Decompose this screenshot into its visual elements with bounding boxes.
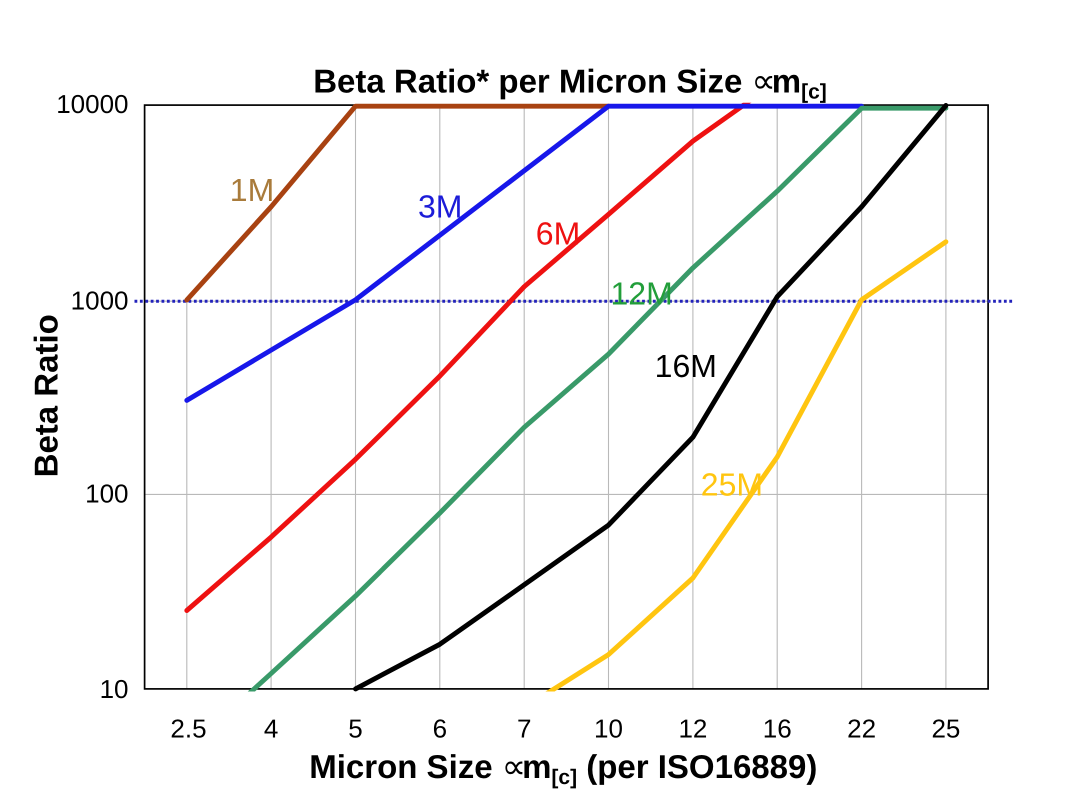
svg-text:7: 7 — [517, 714, 531, 744]
svg-text:10: 10 — [594, 714, 623, 744]
svg-text:2.5: 2.5 — [170, 714, 206, 744]
svg-text:6M: 6M — [536, 215, 580, 251]
svg-text:22: 22 — [847, 714, 876, 744]
svg-text:4: 4 — [264, 714, 278, 744]
svg-text:100: 100 — [85, 479, 128, 509]
svg-text:Beta Ratio* per Micron Size ∝m: Beta Ratio* per Micron Size ∝m[c] — [313, 63, 827, 104]
svg-text:Micron Size ∝m[c] (per ISO1688: Micron Size ∝m[c] (per ISO16889) — [309, 748, 817, 789]
svg-text:25: 25 — [931, 714, 960, 744]
svg-text:Beta Ratio: Beta Ratio — [28, 314, 65, 477]
svg-text:12: 12 — [678, 714, 707, 744]
svg-text:5: 5 — [348, 714, 362, 744]
svg-text:25M: 25M — [701, 467, 763, 503]
svg-text:16M: 16M — [655, 348, 717, 384]
svg-text:16: 16 — [763, 714, 792, 744]
svg-text:10000: 10000 — [56, 89, 128, 119]
svg-text:12M: 12M — [610, 276, 672, 312]
svg-text:1000: 1000 — [71, 286, 129, 316]
svg-text:6: 6 — [433, 714, 447, 744]
svg-text:10: 10 — [100, 674, 129, 704]
svg-text:1M: 1M — [230, 172, 274, 208]
svg-text:3M: 3M — [418, 188, 462, 224]
